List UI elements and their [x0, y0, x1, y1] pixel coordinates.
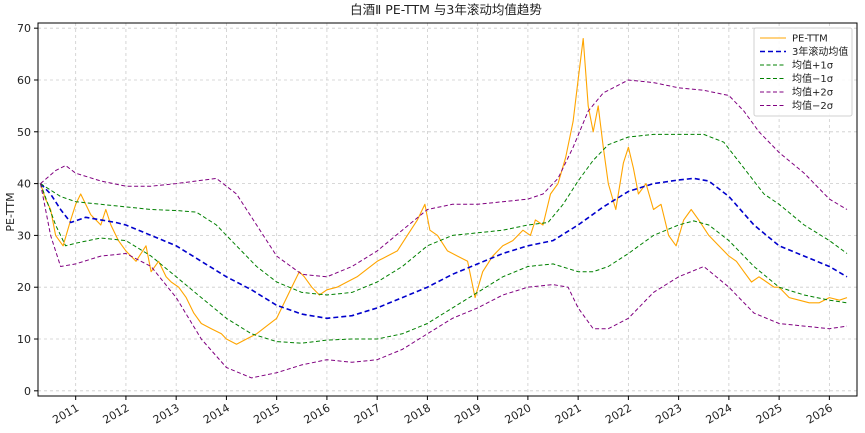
series-line-5 [40, 183, 848, 379]
legend-label-0: PE-TTM [792, 34, 828, 45]
series-line-1 [39, 177, 848, 320]
legend-label-1: 3年滚动均值 [792, 45, 848, 58]
series-line-4 [40, 79, 848, 278]
chart-title: 白酒Ⅱ PE-TTM 与3年滚动均值趋势 [350, 2, 542, 17]
y-tick-label: 30 [17, 229, 31, 242]
y-tick-label: 20 [17, 281, 31, 294]
y-tick-label: 0 [24, 385, 31, 398]
y-tick-label: 40 [17, 178, 31, 191]
y-tick-label: 60 [17, 74, 31, 87]
plot-frame [37, 22, 858, 397]
series-line-3 [40, 183, 848, 344]
legend-label-4: 均值+2σ [792, 86, 834, 99]
series-line-2 [40, 133, 848, 296]
legend-label-2: 均值+1σ [792, 59, 834, 72]
y-tick-label: 50 [17, 126, 31, 139]
legend-box [753, 27, 853, 117]
y-tick-label: 70 [17, 22, 31, 35]
y-tick-label: 10 [17, 333, 31, 346]
legend-label-5: 均值−2σ [792, 99, 834, 112]
y-axis-label: PE-TTM [4, 192, 17, 231]
legend-label-3: 均值−1σ [792, 72, 834, 85]
